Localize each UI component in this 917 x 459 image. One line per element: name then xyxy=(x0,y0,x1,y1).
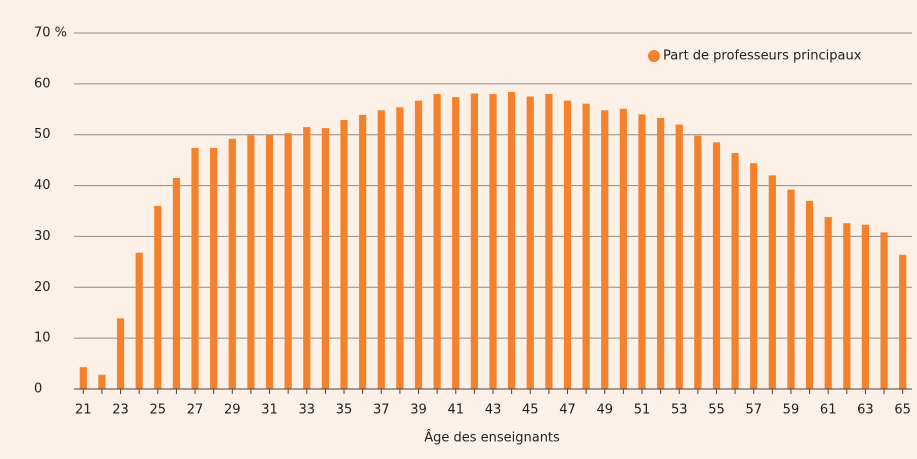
bar xyxy=(228,138,236,389)
bar xyxy=(433,94,441,390)
bar xyxy=(750,163,758,389)
bar xyxy=(787,189,795,389)
bar xyxy=(619,108,627,389)
x-tick-label: 39 xyxy=(410,403,427,418)
x-tick-label: 43 xyxy=(485,403,502,418)
bar xyxy=(247,135,255,389)
bar xyxy=(284,133,292,389)
bar xyxy=(694,135,702,389)
x-tick-label: 41 xyxy=(447,403,464,418)
y-tick-label: 50 xyxy=(34,127,51,142)
bar xyxy=(731,153,739,389)
bar xyxy=(321,128,329,390)
bar xyxy=(414,100,423,389)
bar xyxy=(359,114,367,389)
x-tick-label: 51 xyxy=(634,403,651,418)
y-tick-label: 40 xyxy=(34,178,51,193)
bar xyxy=(712,142,721,389)
bar xyxy=(116,318,125,389)
x-tick-label: 33 xyxy=(299,403,316,418)
x-tick-label: 21 xyxy=(75,403,92,418)
y-tick-label: 30 xyxy=(34,229,51,244)
x-tick-label: 63 xyxy=(857,403,874,418)
x-tick-label: 23 xyxy=(112,403,129,418)
x-tick-label: 25 xyxy=(150,403,167,418)
y-tick-label: 20 xyxy=(34,280,51,295)
bar xyxy=(396,107,404,389)
bar xyxy=(98,374,106,389)
x-tick-label: 59 xyxy=(783,403,800,418)
bar xyxy=(489,94,497,390)
y-tick-label: 0 xyxy=(34,382,42,397)
x-tick-label: 55 xyxy=(708,403,725,418)
bar xyxy=(545,94,553,390)
bar xyxy=(79,367,87,389)
bar xyxy=(377,110,385,389)
x-tick-label: 27 xyxy=(187,403,204,418)
bar xyxy=(899,254,907,389)
bar xyxy=(135,252,143,389)
bar xyxy=(508,91,516,389)
x-axis-title: Âge des enseignants xyxy=(424,430,560,446)
bar xyxy=(210,147,218,389)
bar xyxy=(303,127,311,389)
bar xyxy=(340,119,348,390)
x-tick-label: 57 xyxy=(745,403,762,418)
bar xyxy=(582,103,590,389)
bar xyxy=(191,147,199,389)
bar xyxy=(880,232,888,389)
x-tick-label: 29 xyxy=(224,403,241,418)
x-tick-label: 47 xyxy=(559,403,576,418)
bar xyxy=(470,93,478,390)
x-tick-label: 65 xyxy=(894,403,911,418)
y-tick-label: 10 xyxy=(34,331,51,346)
y-tick-label: 60 xyxy=(34,76,51,91)
legend-marker xyxy=(648,50,660,62)
bar xyxy=(657,117,665,389)
bar xyxy=(675,124,683,390)
bar xyxy=(452,97,460,389)
bar xyxy=(563,100,572,389)
x-tick-label: 35 xyxy=(336,403,353,418)
bar xyxy=(768,175,776,389)
y-tick-label: 70 % xyxy=(34,26,67,41)
bar xyxy=(154,205,162,389)
x-tick-label: 37 xyxy=(373,403,390,418)
bar xyxy=(824,217,832,389)
bar xyxy=(843,223,851,389)
bar xyxy=(861,224,870,389)
legend-label: Part de professeurs principaux xyxy=(663,49,862,64)
bar xyxy=(265,134,274,389)
bar xyxy=(805,200,814,389)
x-tick-label: 53 xyxy=(671,403,688,418)
bar xyxy=(526,96,534,390)
x-tick-label: 45 xyxy=(522,403,539,418)
bar xyxy=(172,177,181,389)
bar xyxy=(638,114,646,389)
x-tick-label: 61 xyxy=(820,403,837,418)
bar xyxy=(601,110,609,389)
x-tick-label: 49 xyxy=(596,403,613,418)
x-tick-label: 31 xyxy=(261,403,278,418)
